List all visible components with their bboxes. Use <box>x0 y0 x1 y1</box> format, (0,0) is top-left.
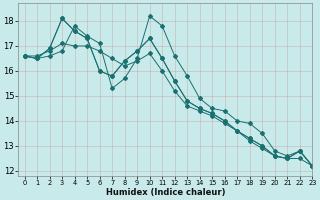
X-axis label: Humidex (Indice chaleur): Humidex (Indice chaleur) <box>106 188 225 197</box>
